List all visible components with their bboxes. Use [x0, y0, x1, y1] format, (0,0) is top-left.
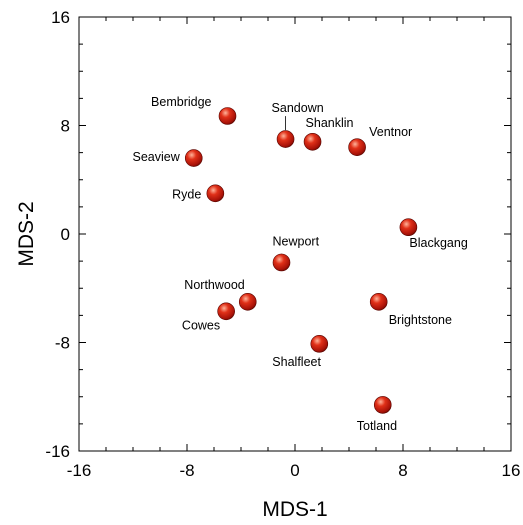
point-cowes: [217, 302, 235, 321]
label-bembridge: Bembridge: [151, 95, 211, 109]
axis-tick-labels: -16 -8 0 8 16 -16 -8 0 8 16: [45, 8, 520, 480]
point-brightstone: [369, 293, 388, 311]
axis-ticks: [78, 16, 512, 452]
y-tick-label: 16: [51, 8, 70, 27]
y-tick-label: 0: [61, 225, 70, 244]
label-ryde: Ryde: [172, 187, 201, 201]
y-tick-label: -8: [55, 334, 70, 353]
point-blackgang: [399, 218, 418, 237]
x-tick-label: -16: [67, 461, 92, 480]
y-tick-label: 8: [61, 117, 70, 136]
label-blackgang: Blackgang: [409, 236, 467, 250]
label-ventnor: Ventnor: [369, 125, 412, 139]
label-cowes: Cowes: [182, 318, 220, 332]
x-tick-label: -8: [179, 461, 194, 480]
data-points: [184, 107, 418, 414]
x-tick-label: 16: [502, 461, 521, 480]
point-shanklin: [303, 132, 322, 151]
x-tick-label: 8: [398, 461, 407, 480]
point-bembridge: [218, 107, 237, 125]
point-ventnor: [348, 138, 366, 156]
point-northwood: [238, 293, 257, 311]
x-axis-title: MDS-1: [262, 498, 327, 521]
point-shalfleet: [310, 335, 329, 353]
label-sandown: Sandown: [272, 101, 324, 115]
point-newport: [272, 253, 291, 272]
label-totland: Totland: [357, 419, 397, 433]
label-seaview: Seaview: [133, 150, 181, 164]
point-totland: [373, 396, 392, 414]
label-brightstone: Brightstone: [389, 313, 452, 327]
point-seaview: [184, 149, 203, 167]
y-axis-title: MDS-2: [15, 201, 38, 266]
x-tick-label: 0: [290, 461, 299, 480]
label-shalfleet: Shalfleet: [272, 355, 321, 369]
y-tick-label: -16: [45, 442, 70, 461]
label-northwood: Northwood: [184, 278, 244, 292]
label-shanklin: Shanklin: [306, 116, 354, 130]
point-sandown: [276, 130, 295, 148]
point-ryde: [206, 184, 225, 203]
label-newport: Newport: [273, 234, 320, 248]
